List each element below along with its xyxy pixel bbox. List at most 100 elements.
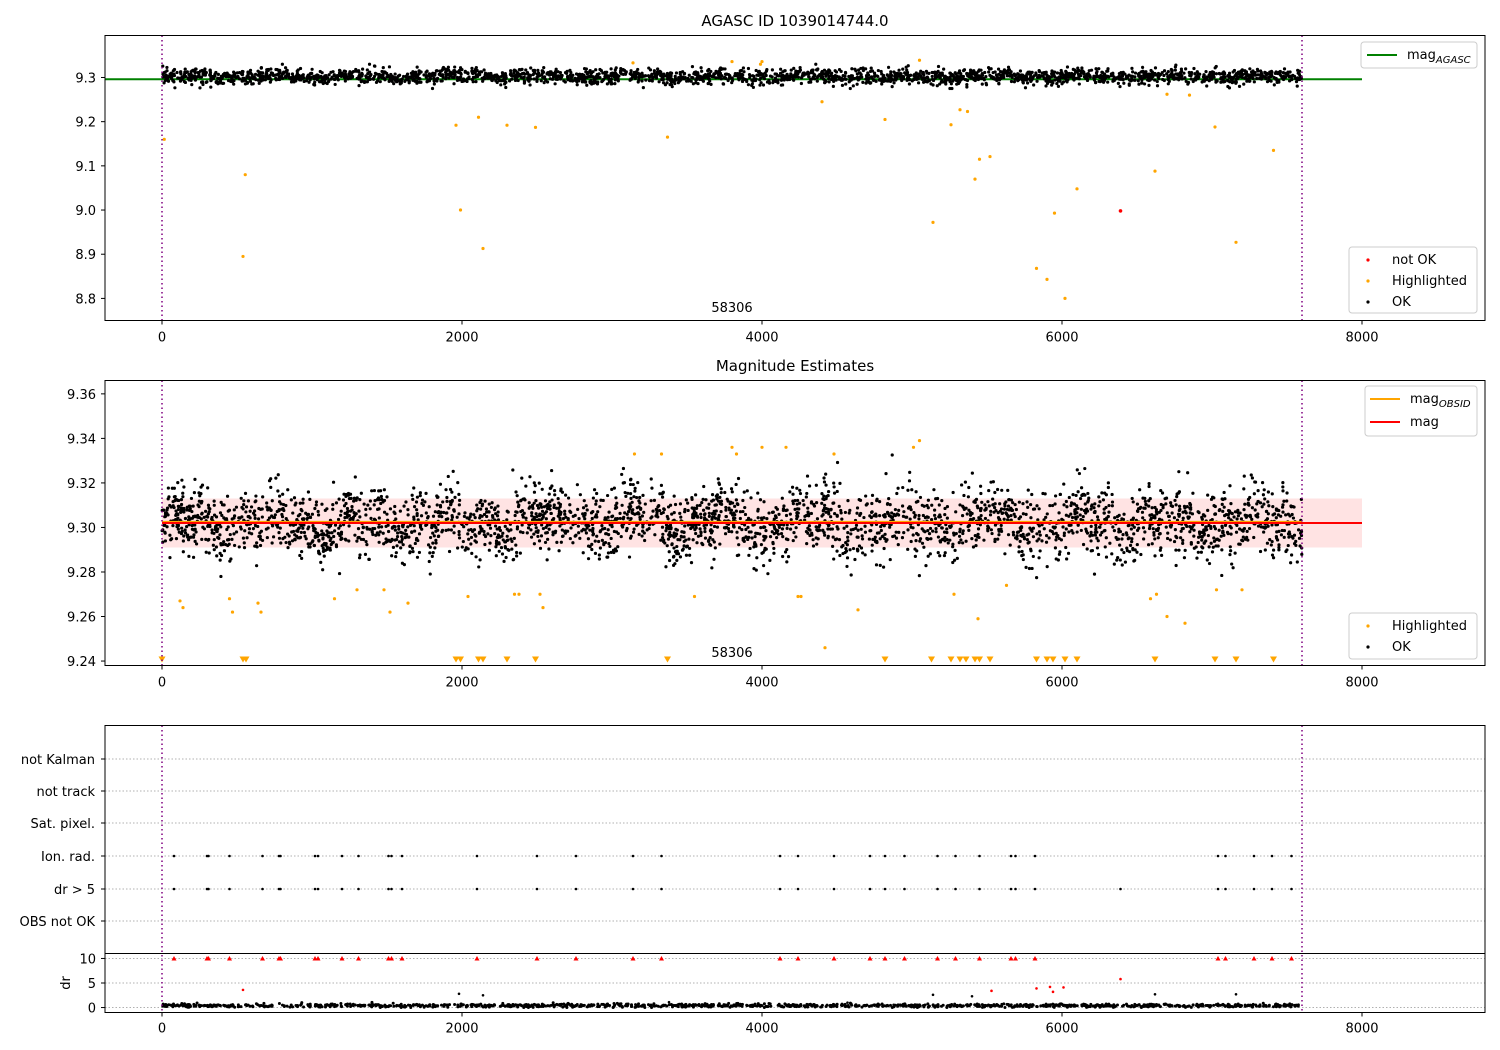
legend-label-not-ok: not OK <box>1392 253 1437 268</box>
ok-point <box>1149 68 1153 73</box>
ok-point <box>994 73 999 77</box>
ok-point <box>842 526 846 530</box>
ok-point <box>1237 75 1242 79</box>
ok-point <box>1253 70 1257 75</box>
ok-point <box>535 79 539 83</box>
ok-point <box>979 513 983 518</box>
ok-point <box>406 525 410 529</box>
ok-point <box>755 556 759 560</box>
ok-point <box>1106 80 1110 84</box>
ok-point <box>938 554 942 558</box>
highlighted-point <box>758 62 763 66</box>
ok-point <box>848 508 852 513</box>
ok-point <box>881 565 886 569</box>
ok-point <box>732 525 736 529</box>
ok-point <box>970 471 974 475</box>
ok-point <box>461 539 465 544</box>
ok-point <box>574 77 578 81</box>
ok-point <box>563 509 567 513</box>
ok-point <box>1263 75 1268 80</box>
ok-point <box>569 76 573 80</box>
ok-point <box>848 77 852 81</box>
ok-point <box>378 80 382 84</box>
ok-point <box>1145 74 1150 78</box>
ok-point <box>884 79 888 83</box>
ok-point <box>618 516 622 521</box>
ok-point <box>632 70 636 75</box>
ok-point <box>1205 558 1209 562</box>
ok-point <box>306 490 311 494</box>
ok-point <box>489 505 493 510</box>
ok-point <box>1118 543 1122 547</box>
ok-point <box>580 80 585 84</box>
ok-point <box>1081 542 1086 547</box>
ok-point <box>1250 517 1254 521</box>
ok-point <box>794 69 798 73</box>
ok-point <box>991 75 995 79</box>
ok-point <box>753 535 757 539</box>
ok-point <box>1064 527 1068 531</box>
ok-point <box>524 68 528 72</box>
ok-point <box>183 528 187 532</box>
ok-point <box>350 75 355 79</box>
ok-point <box>268 76 272 80</box>
ok-point <box>791 492 795 496</box>
ok-point <box>1061 525 1065 529</box>
ok-point <box>1292 505 1296 509</box>
ok-point <box>1259 525 1263 529</box>
ok-point <box>497 525 502 530</box>
ok-point <box>945 530 949 535</box>
ok-point <box>845 564 849 569</box>
ok-point <box>1084 76 1088 80</box>
ok-point <box>699 512 703 516</box>
ok-point <box>433 73 437 77</box>
ok-point <box>1110 500 1115 504</box>
ok-point <box>666 537 671 541</box>
ok-point <box>678 555 683 559</box>
ok-point <box>1006 71 1010 75</box>
ok-point <box>219 500 223 504</box>
ok-point <box>1207 561 1212 566</box>
highlighted-point <box>965 109 970 114</box>
ok-point <box>805 542 809 546</box>
ok-point <box>713 72 717 76</box>
ok-point <box>511 468 515 472</box>
ok-point <box>1141 516 1145 520</box>
ok-point <box>929 537 933 541</box>
ok-point <box>735 553 739 558</box>
ok-point <box>980 71 984 76</box>
ok-point <box>1009 513 1013 518</box>
ok-point <box>165 69 169 73</box>
ok-point <box>163 79 167 83</box>
ok-point <box>696 534 701 538</box>
ok-point <box>163 515 167 519</box>
ok-point <box>356 527 361 531</box>
ok-point <box>1281 70 1285 75</box>
ok-point <box>505 534 509 538</box>
ok-point <box>493 73 497 77</box>
ok-point <box>242 541 246 545</box>
ok-point <box>320 502 324 506</box>
ok-point <box>961 529 965 533</box>
ok-point <box>189 72 193 76</box>
ok-point <box>427 559 431 564</box>
ok-point <box>741 498 745 503</box>
ok-point <box>650 79 654 83</box>
ok-point <box>1213 66 1217 70</box>
ok-point <box>1183 506 1187 510</box>
ok-point <box>951 490 955 495</box>
ok-point <box>1005 507 1009 511</box>
ok-point <box>486 76 490 80</box>
ok-point <box>634 495 639 500</box>
ok-point <box>636 480 640 485</box>
ok-point <box>161 528 165 532</box>
ok-point <box>1077 82 1081 86</box>
ok-point <box>674 527 678 531</box>
ok-point <box>1233 551 1237 555</box>
ok-point <box>248 509 252 513</box>
ok-point <box>175 70 179 75</box>
ok-point <box>990 531 994 536</box>
highlighted-point <box>162 137 166 141</box>
ok-point <box>584 67 588 71</box>
ok-point <box>1214 544 1218 548</box>
